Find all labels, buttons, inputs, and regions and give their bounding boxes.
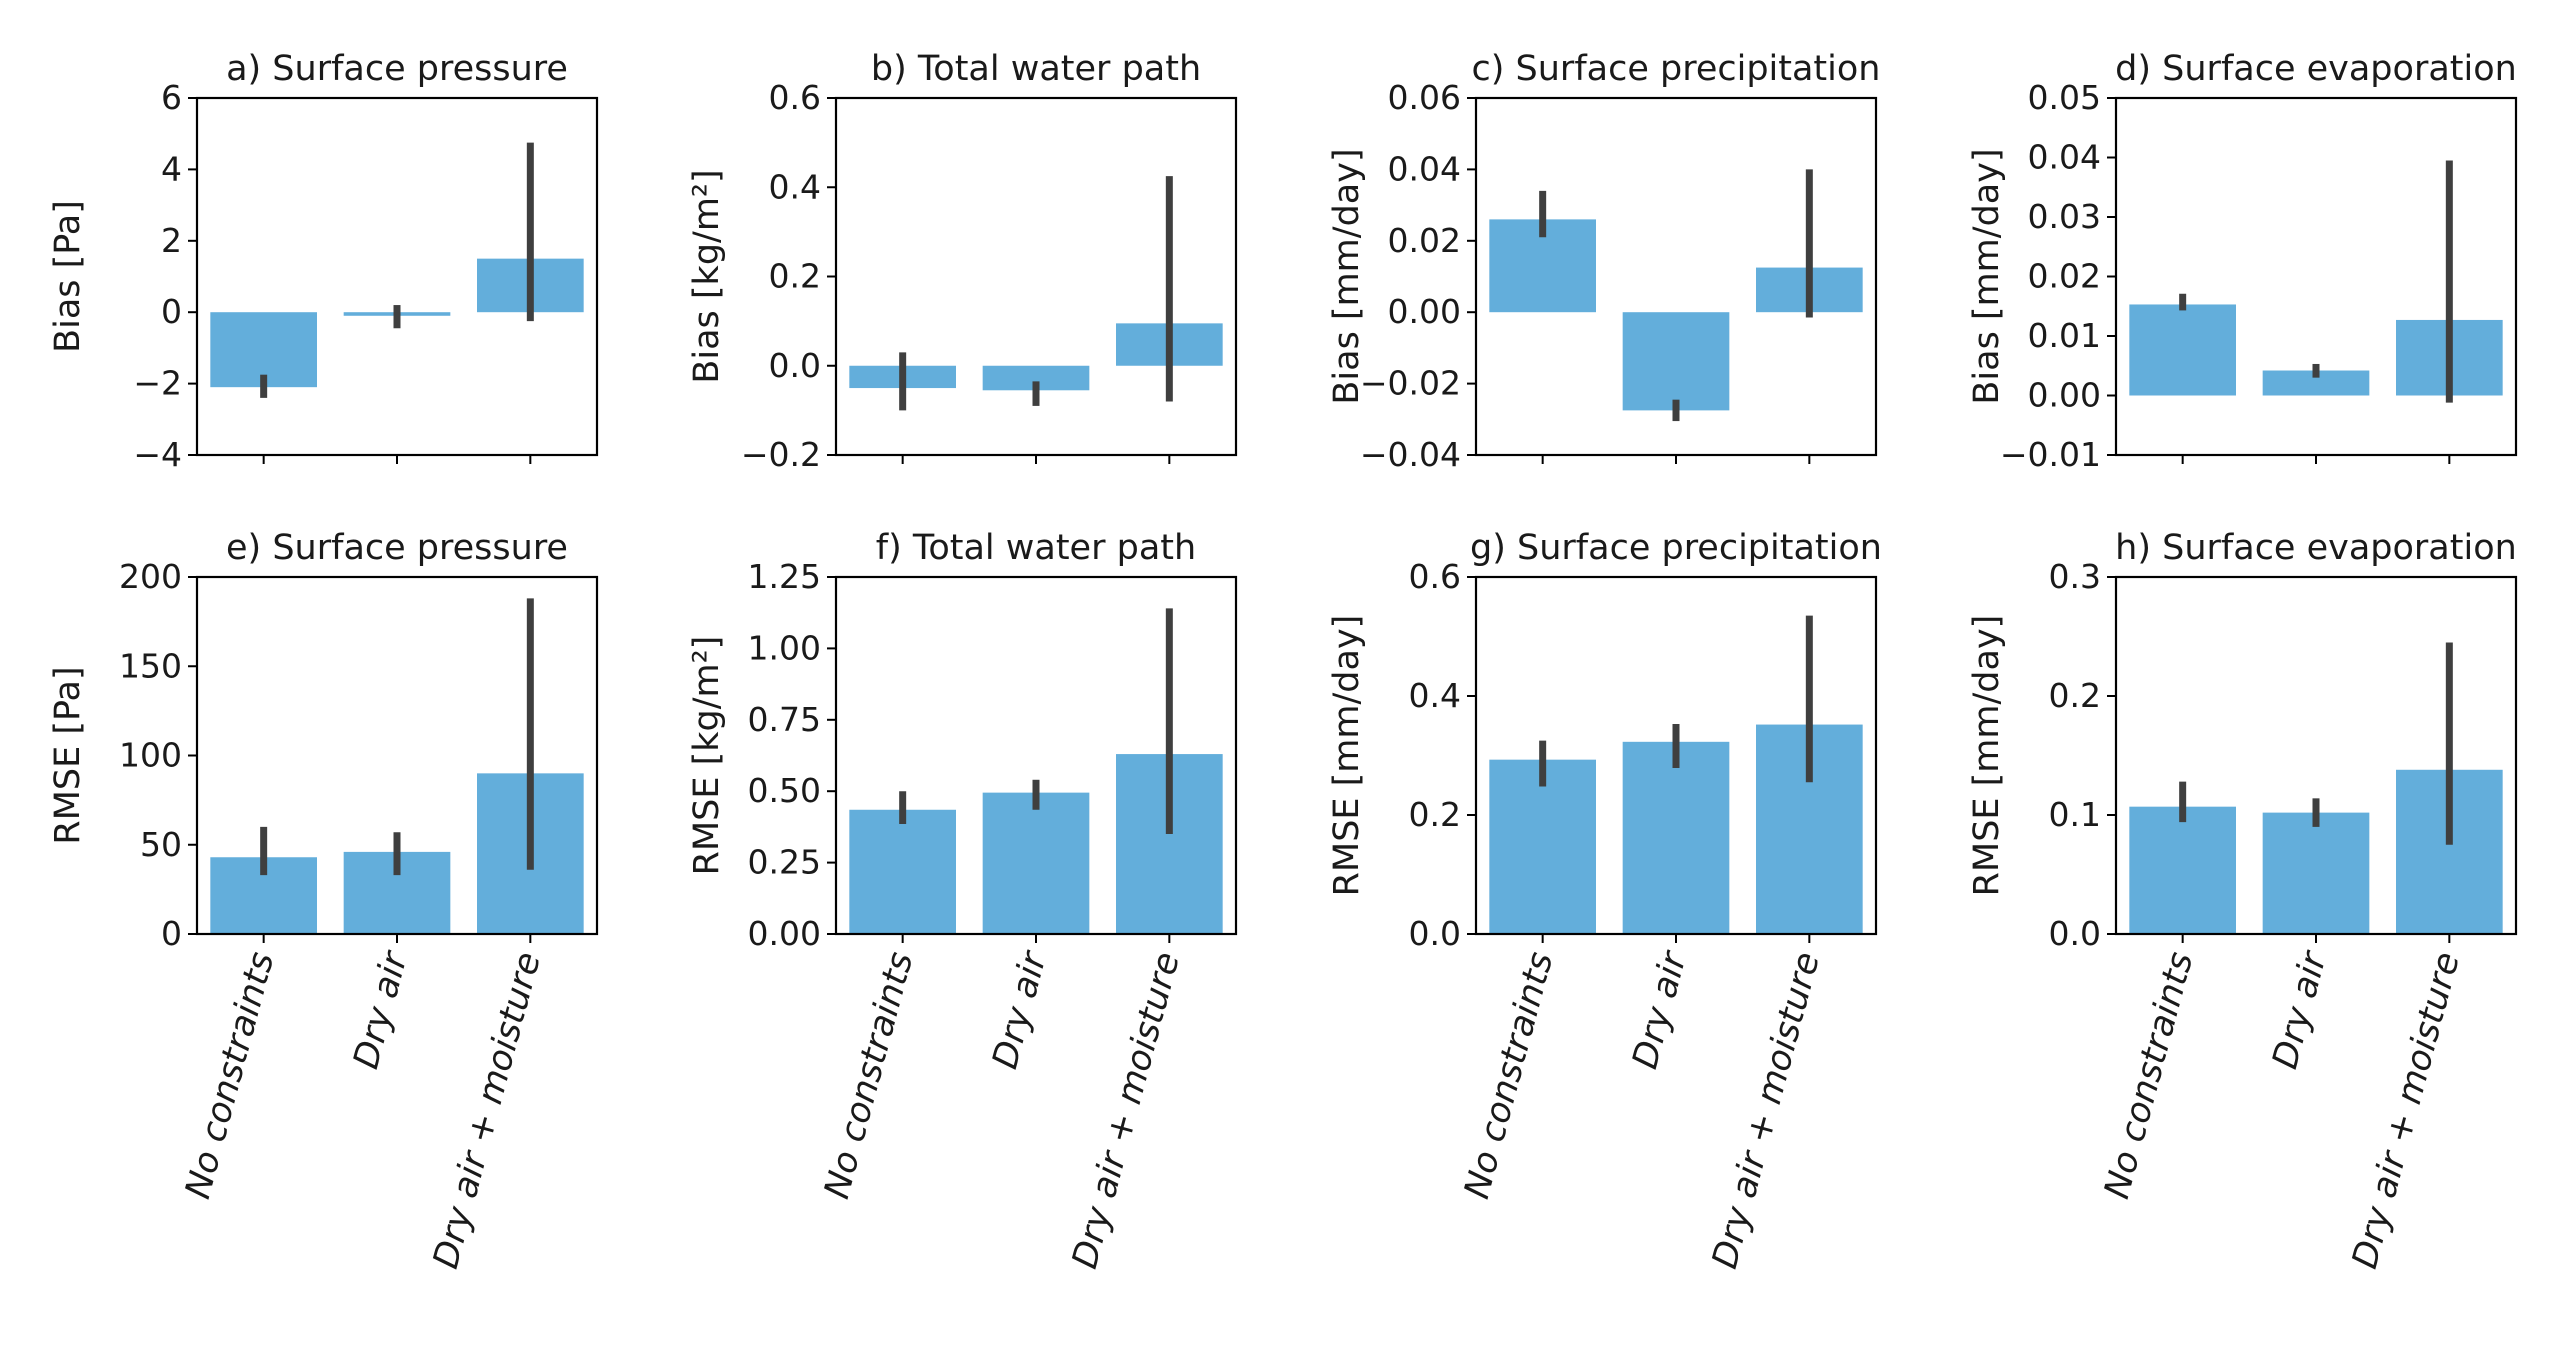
axes-frame [2114,96,2518,457]
y-tick-label: 4 [161,149,182,188]
panel-3: −0.04 −0.02 0.00 0.02 0.04 0.06 Bias [mm/day] c… [1327,49,1880,474]
y-tick-label: 0.04 [1388,149,1461,188]
y-tick-label: −0.04 [1360,435,1461,474]
y-axis-label: RMSE [mm/day] [1967,615,2007,897]
y-tick-label: 0.02 [2028,257,2101,296]
y-tick-label: 1.25 [748,557,821,596]
y-tick-label: 0.4 [769,167,821,206]
x-tick-label: No constraints [1457,948,1561,1203]
bar [2262,812,2370,934]
y-tick-label: 150 [119,646,182,685]
y-tick-label: 0.2 [2049,676,2101,715]
panel-title: f) Total water path [876,528,1196,568]
panel-5: 0 50 100 150 200 No constraints Dry air Dry air… [48,528,599,1273]
y-tick-label: 0.03 [2028,197,2101,236]
y-tick-label: 0.75 [748,700,821,739]
panel-title: g) Surface precipitation [1470,528,1882,568]
y-tick-label: −0.01 [2000,435,2101,474]
bar [849,809,956,934]
panel-7: 0.0 0.2 0.4 0.6 No constraints Dry air Dry air… [1327,528,1882,1273]
panel-4: −0.01 0.00 0.01 0.02 0.03 0.04 0.05 Bias [mm/da… [1967,49,2518,474]
x-tick-label: Dry air [985,945,1055,1073]
bar [210,312,317,388]
bar [2129,806,2236,934]
y-tick-label: 0.3 [2049,557,2101,596]
y-tick-label: 200 [119,557,182,596]
y-tick-label: 0.25 [748,843,821,882]
y-axis-label: Bias [Pa] [48,200,88,353]
y-axis-label: Bias [mm/day] [1967,148,2007,404]
y-tick-label: 50 [140,825,182,864]
y-tick-label: 0.1 [2049,795,2101,834]
bar [1489,759,1596,934]
y-tick-label: 0.00 [748,914,821,953]
y-tick-label: −2 [133,364,182,403]
y-tick-label: 1.00 [748,628,821,667]
panel-title: b) Total water path [871,49,1201,89]
bar [1622,312,1730,411]
y-axis-label: RMSE [kg/m²] [687,636,727,876]
panel-6: 0.00 0.25 0.50 0.75 1.00 1.25 No constraints Dr… [687,528,1238,1273]
y-tick-label: 0.00 [1388,292,1461,331]
y-tick-label: 0.6 [1409,557,1461,596]
y-tick-label: 100 [119,736,182,775]
y-tick-label: 0.05 [2028,78,2101,117]
bar [2129,304,2236,396]
y-tick-label: 0.01 [2028,316,2101,355]
y-tick-label: 2 [161,221,182,260]
x-tick-label: Dry air [1625,945,1695,1073]
panel-title: c) Surface precipitation [1472,49,1881,89]
x-tick-label: No constraints [178,948,282,1203]
y-tick-label: 0.2 [769,257,821,296]
y-axis-label: Bias [kg/m²] [687,169,727,383]
y-tick-label: 6 [161,78,182,117]
y-tick-label: −4 [133,435,182,474]
y-tick-label: 0.06 [1388,78,1461,117]
y-tick-label: 0.00 [2028,376,2101,415]
panel-title: e) Surface pressure [226,528,568,568]
y-axis-label: Bias [mm/day] [1327,148,1367,404]
y-tick-label: −0.2 [741,435,821,474]
y-tick-label: 0.4 [1409,676,1461,715]
y-tick-label: 0.6 [769,78,821,117]
y-tick-label: 0.04 [2028,138,2101,177]
y-tick-label: 0.50 [748,771,821,810]
y-tick-label: 0.0 [1409,914,1461,953]
y-tick-label: 0 [161,292,182,331]
y-tick-label: 0.2 [1409,795,1461,834]
x-tick-label: Dry air [2265,945,2335,1073]
panel-2: −0.2 0.0 0.2 0.4 0.6 Bias [kg/m²] b) Total wat… [687,49,1238,474]
panel-1: −4 −2 0 2 4 6 Bias [Pa] a) Surface pressure [48,49,599,474]
x-tick-label: No constraints [2097,948,2201,1203]
y-tick-label: −0.02 [1360,364,1461,403]
y-axis-label: RMSE [Pa] [48,666,88,844]
y-tick-label: 0.0 [2049,914,2101,953]
y-tick-label: 0.0 [769,346,821,385]
bar [1622,741,1730,934]
panel-title: h) Surface evaporation [2115,528,2517,568]
x-tick-label: Dry air + moisture [426,948,549,1273]
bar [982,792,1090,934]
y-tick-label: 0 [161,914,182,953]
panel-8: 0.0 0.1 0.2 0.3 No constraints Dry air Dry air… [1967,528,2518,1273]
panel-title: a) Surface pressure [226,49,568,89]
y-tick-label: 0.02 [1388,221,1461,260]
panel-title: d) Surface evaporation [2115,49,2517,89]
x-tick-label: No constraints [817,948,921,1203]
x-tick-label: Dry air + moisture [2345,948,2468,1273]
y-axis-label: RMSE [mm/day] [1327,615,1367,897]
x-tick-label: Dry air [346,945,416,1073]
x-tick-label: Dry air + moisture [1065,948,1188,1273]
x-tick-label: Dry air + moisture [1705,948,1828,1273]
